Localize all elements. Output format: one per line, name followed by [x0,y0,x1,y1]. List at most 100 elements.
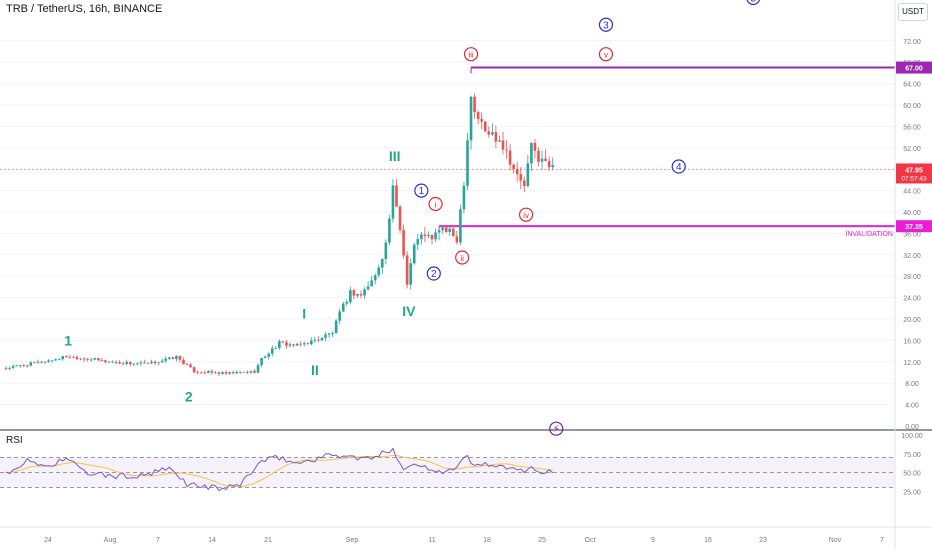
wave-label-red-circle: v [604,51,608,60]
candle-body [512,164,515,169]
candle-body [349,290,352,303]
candle-body [498,140,501,142]
candle-body [430,235,434,240]
wave-label-circle [549,421,564,436]
candle-body [409,263,412,285]
candle-body [352,290,356,296]
candle-body [455,236,459,243]
candle-body [175,356,178,360]
candle-body [459,209,462,243]
rsi-tick-label: 75.00 [903,452,921,459]
candle-body [97,358,100,361]
candle-body [285,342,288,346]
candle-body [40,361,43,363]
candle-body [398,206,402,230]
candle-body [420,234,423,240]
candle-body [345,302,349,304]
candle-body [196,372,199,374]
candle-body [263,356,267,359]
rsi-tick-label: 50.00 [903,471,921,478]
candle-body [423,234,427,237]
candle-body [93,358,97,360]
candle-body [327,333,331,335]
price-tick-label: 44.00 [903,189,921,196]
currency-button[interactable]: USDT [898,3,928,21]
candle-body [515,168,519,175]
rsi-indicator-title: RSI [6,435,23,446]
candle-body [36,361,40,363]
last-price-badge: 47.95 [905,167,923,174]
candle-body [540,158,544,162]
wave-label-red-circle: iv [523,211,529,220]
candle-body [501,140,505,150]
candle-body [128,361,132,365]
grid [0,40,895,427]
candle-body [65,356,68,358]
candle-body [33,362,36,364]
candle-body [207,371,210,373]
candle-body [221,372,224,374]
time-tick-label: 23 [759,537,767,544]
candle-body [86,359,89,361]
candle-body [260,358,263,366]
candle-body [444,227,448,233]
candle-body [395,185,398,207]
candle-body [551,165,554,168]
rsi-line [5,447,554,492]
wave-label-green: 1 [64,332,72,348]
price-tick-label: 36.00 [903,231,921,238]
candle-body [452,228,455,237]
candle-body [310,340,313,345]
candle-body [214,372,217,374]
price-tick-label: 64.00 [903,82,921,89]
candle-body [104,360,107,363]
candle-body [476,111,480,120]
candle-body [377,267,381,276]
candle-body [82,358,86,360]
candle-body [384,242,388,259]
candlestick-series [4,93,554,376]
candle-body [292,344,295,346]
candle-body [381,258,384,268]
candle-body [75,356,79,360]
candle-body [288,344,292,346]
candle-body [18,365,22,367]
candle-body [246,372,249,373]
time-tick-label: 21 [264,537,272,544]
candle-body [373,275,377,281]
candle-body [72,356,75,358]
candle-body [100,360,104,361]
candle-body [523,180,526,187]
wave-label-circle [463,47,479,62]
wave-label-red-circle: i [435,200,437,209]
elliott-wave-labels: 12IIIIIIIV12iiiiiiivv345⚡ [64,0,761,436]
price-tick-label: 24.00 [903,296,921,303]
time-tick-label: 9 [651,537,655,544]
time-tick-label: Sep [346,537,359,544]
candle-body [317,339,320,341]
candle-body [537,150,540,162]
candle-body [143,362,146,364]
candle-body [483,121,487,132]
candle-body [324,334,327,338]
candle-body [182,359,185,365]
candle-body [171,357,175,360]
candle-body [54,359,57,361]
candle-body [508,150,512,165]
candle-body [242,371,246,373]
candle-body [43,361,47,363]
candle-body [405,255,409,285]
candle-body [239,371,242,373]
price-tick-label: 0.00 [905,424,919,431]
time-tick-label: 24 [44,537,52,544]
wave-label-red-circle: iii [468,51,474,60]
candle-body [331,333,334,334]
candle-body [299,343,302,345]
candle-body [505,149,508,151]
candle-body [217,372,221,374]
candle-body [203,372,207,374]
price-tick-label: 8.00 [905,381,919,388]
candle-body [8,368,11,369]
wave-label-green: III [389,148,401,164]
